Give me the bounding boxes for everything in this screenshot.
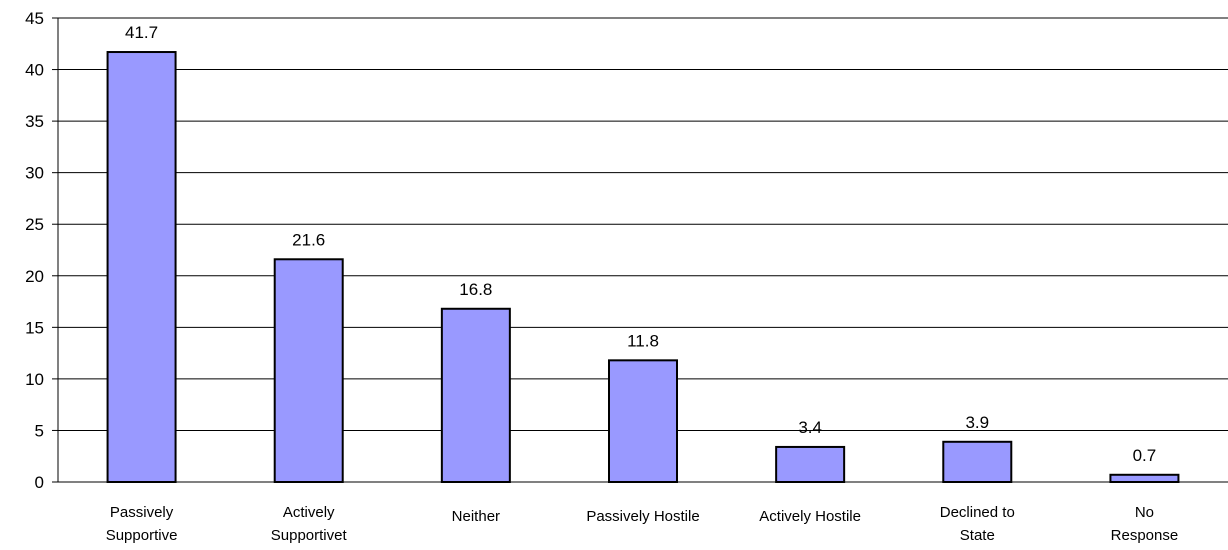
x-category-label: Passively Hostile: [586, 508, 699, 525]
x-category-label: State: [960, 527, 995, 544]
y-tick-labels: 0 5 10 15 20 25 30 35 40 45: [25, 9, 44, 492]
bar: [273, 258, 344, 483]
y-tick-label: 45: [25, 9, 44, 28]
y-tick-label: 15: [25, 318, 44, 337]
bar: [775, 445, 846, 484]
x-category-label: Actively Hostile: [759, 508, 861, 525]
data-label: 3.4: [798, 418, 822, 437]
x-category-label: Supportive: [106, 527, 178, 544]
data-label: 11.8: [627, 331, 659, 350]
bar: [440, 307, 511, 484]
data-label: 0.7: [1133, 446, 1157, 465]
y-tick-label: 5: [35, 421, 44, 440]
y-tick-label: 40: [25, 61, 44, 80]
data-label: 16.8: [459, 280, 492, 299]
bar: [1109, 473, 1180, 484]
x-category-label: Passively: [110, 504, 174, 521]
y-tick-label: 25: [25, 215, 44, 234]
category-labels: Passively Supportive Actively Supportivet Ne…: [106, 504, 1178, 544]
x-category-label: No: [1135, 504, 1154, 521]
bars: [106, 51, 1180, 484]
x-category-label: Declined to: [940, 504, 1015, 521]
y-tick-label: 20: [25, 267, 44, 286]
bar: [608, 359, 678, 483]
data-label: 21.6: [292, 230, 325, 249]
bar: [106, 51, 177, 483]
y-tick-label: 35: [25, 112, 44, 131]
y-tick-label: 10: [25, 370, 44, 389]
x-category-label: Actively: [283, 504, 335, 521]
x-category-label: Supportivet: [271, 527, 348, 544]
x-category-label: Neither: [452, 508, 500, 525]
y-tick-label: 30: [25, 164, 44, 183]
bar: [942, 440, 1013, 483]
y-tick-label: 0: [35, 473, 44, 492]
x-category-label: Response: [1111, 527, 1179, 544]
data-label: 41.7: [125, 23, 158, 42]
data-label: 3.9: [965, 413, 989, 432]
data-labels: 41.7 21.6 16.8 11.8 3.4 3.9 0.7: [125, 23, 1156, 465]
gridlines: [58, 17, 1228, 431]
